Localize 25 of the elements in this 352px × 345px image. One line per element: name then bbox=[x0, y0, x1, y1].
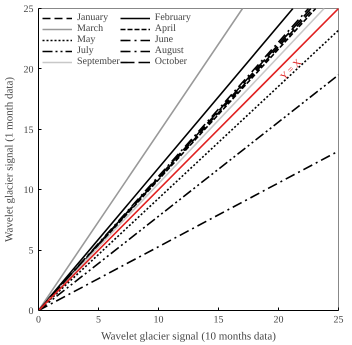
legend-label: January bbox=[77, 12, 108, 23]
legend-label: February bbox=[154, 12, 191, 23]
legend-label: September bbox=[77, 56, 120, 67]
legend-label: October bbox=[154, 56, 187, 67]
legend-label: April bbox=[154, 23, 176, 34]
y-tick-label: 20 bbox=[24, 64, 34, 76]
x-tick-label: 0 bbox=[36, 314, 41, 326]
x-tick-label: 15 bbox=[214, 314, 224, 326]
x-tick-label: 25 bbox=[334, 314, 344, 326]
y-tick-label: 15 bbox=[24, 124, 34, 136]
y-tick-label: 10 bbox=[24, 185, 34, 196]
x-axis-title: Wavelet glacier signal (10 months data) bbox=[101, 330, 276, 342]
legend-label: August bbox=[154, 45, 184, 56]
legend-label: July bbox=[77, 45, 95, 56]
text: Y = X bbox=[278, 56, 304, 83]
legend-label: June bbox=[154, 34, 174, 45]
y-axis-title: Wavelet glacier signal (1 month data) bbox=[4, 76, 16, 242]
x-tick-label: 5 bbox=[96, 314, 101, 326]
x-tick-label: 20 bbox=[274, 314, 284, 326]
legend-label: March bbox=[77, 23, 104, 34]
legend-label: May bbox=[77, 34, 96, 45]
y-tick-label: 25 bbox=[24, 4, 34, 15]
x-tick-label: 10 bbox=[154, 314, 164, 326]
y-tick-label: 5 bbox=[28, 246, 34, 257]
y-tick-label: 0 bbox=[28, 306, 34, 317]
